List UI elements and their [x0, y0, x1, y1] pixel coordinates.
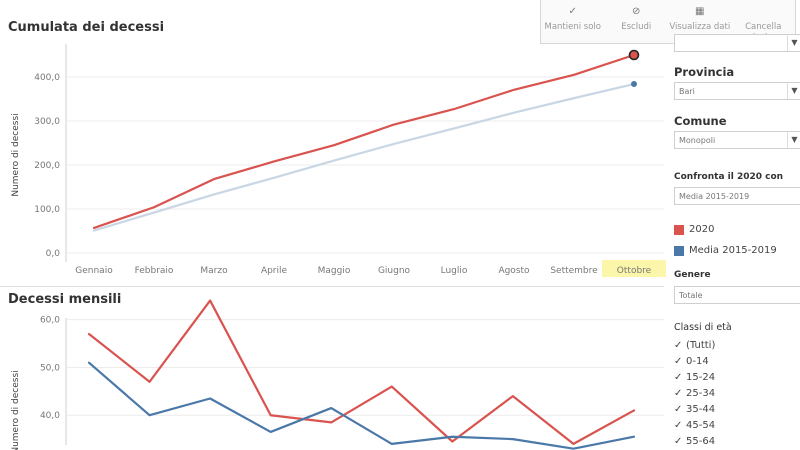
provincia-dropdown[interactable]: Bari ▼	[674, 82, 800, 100]
series-line-0	[92, 53, 636, 230]
classi-label: Classi di età	[674, 322, 732, 333]
age-item-25-34[interactable]: ✓ 25-34	[674, 386, 715, 402]
genere-dropdown[interactable]: Totale	[674, 286, 800, 304]
x-tick-label-aprile: Aprile	[261, 266, 288, 276]
end-point-marker-1	[631, 81, 637, 88]
x-tick-label-giugno: Giugno	[378, 266, 411, 276]
comune-value: Monopoli	[679, 136, 716, 145]
genere-label: Genere	[674, 270, 711, 280]
check-icon: ✓	[568, 6, 577, 17]
age-label: (Tutti)	[686, 340, 716, 351]
keep-only-button[interactable]: ✓ Mantieni solo	[541, 0, 605, 33]
y-tick-label: 40,0	[40, 411, 60, 421]
provincia-value: Bari	[679, 87, 695, 96]
confronta-dropdown[interactable]: Media 2015-2019	[674, 187, 800, 205]
check-icon: ✓	[674, 436, 683, 447]
table-icon: ▦	[695, 6, 705, 17]
check-icon: ✓	[674, 420, 683, 431]
genere-value: Totale	[679, 291, 703, 300]
age-label: 45-54	[686, 420, 716, 431]
monthly-chart-title: Decessi mensili	[8, 292, 122, 307]
chevron-down-icon: ▼	[787, 132, 800, 148]
exclude-label: Escludi	[621, 22, 652, 32]
y-axis-label: Numero di decessi	[11, 370, 21, 450]
series-line-1	[92, 82, 636, 232]
chevron-down-icon: ▼	[787, 35, 800, 51]
x-tick-label-settembre: Settembre	[550, 266, 598, 276]
monthly-deaths-chart[interactable]: 40,0 50,0 60,0 Numero di decessi	[0, 0, 668, 450]
x-label-highlight	[602, 260, 666, 277]
y-tick-label: 200,0	[34, 161, 60, 171]
filter-panel: ▼ Provincia Bari ▼ Comune Monopoli ▼ Con…	[668, 0, 800, 447]
age-item-15-24[interactable]: ✓ 15-24	[674, 370, 715, 386]
age-item-0-14[interactable]: ✓ 0-14	[674, 354, 715, 370]
x-tick-label-marzo: Marzo	[200, 266, 228, 276]
cumulative-chart-title: Cumulata dei decessi	[8, 20, 165, 35]
x-tick-label-maggio: Maggio	[318, 266, 351, 276]
age-label: 35-44	[686, 404, 716, 415]
y-tick-label: 50,0	[40, 363, 60, 373]
age-item-tutti[interactable]: ✓ (Tutti)	[674, 338, 715, 354]
y-tick-label: 400,0	[34, 73, 60, 83]
legend-label-media: Media 2015-2019	[689, 245, 777, 256]
check-icon: ✓	[674, 340, 683, 351]
x-tick-label-febbraio: Febbraio	[135, 266, 174, 276]
age-label: 15-24	[686, 372, 716, 383]
x-tick-label-gennaio: Gennaio	[75, 266, 113, 276]
age-item-55-64[interactable]: ✓ 55-64	[674, 434, 715, 450]
legend-label-2020: 2020	[689, 224, 715, 235]
y-tick-label: 0,0	[46, 249, 61, 259]
legend-swatch-media	[674, 245, 684, 256]
check-icon: ✓	[674, 388, 683, 399]
exclude-button[interactable]: ⊘ Escludi	[605, 0, 669, 33]
selected-point-marker	[628, 49, 640, 61]
series-line-0	[87, 299, 636, 445]
legend-item-media[interactable]: Media 2015-2019	[674, 245, 777, 256]
view-data-button[interactable]: ▦ Visualizza dati	[668, 0, 732, 33]
cumulative-deaths-chart[interactable]: 0,0 100,0 200,0 300,0 400,0 Numero di decessi…	[0, 0, 668, 290]
y-axis-label: Numero di decessi	[11, 113, 21, 196]
x-tick-label-ottobre: Ottobre	[617, 266, 652, 276]
comune-dropdown[interactable]: Monopoli ▼	[674, 131, 800, 149]
x-tick-label-agosto: Agosto	[498, 266, 530, 276]
provincia-label: Provincia	[674, 65, 735, 79]
x-tick-label-luglio: Luglio	[441, 266, 468, 276]
y-tick-label: 60,0	[40, 316, 60, 326]
check-icon: ✓	[674, 372, 683, 383]
age-label: 25-34	[686, 388, 716, 399]
age-item-45-54[interactable]: ✓ 45-54	[674, 418, 715, 434]
comune-label: Comune	[674, 114, 727, 128]
chevron-down-icon: ▼	[787, 83, 800, 99]
y-tick-label: 300,0	[34, 117, 60, 127]
age-item-35-44[interactable]: ✓ 35-44	[674, 402, 715, 418]
keep-only-label: Mantieni solo	[544, 22, 602, 32]
confronta-label: Confronta il 2020 con	[674, 172, 784, 182]
check-icon: ✓	[674, 404, 683, 415]
legend-item-2020[interactable]: 2020	[674, 224, 714, 235]
view-data-label: Visualizza dati	[669, 22, 731, 32]
exclude-icon: ⊘	[632, 6, 641, 17]
age-label: 55-64	[686, 436, 716, 447]
age-label: 0-14	[686, 356, 709, 367]
series-line-1	[87, 361, 636, 450]
age-class-list: ✓ (Tutti) ✓ 0-14 ✓ 15-24 ✓ 25-34 ✓ 35-44 ✓ 45-…	[674, 338, 715, 450]
y-tick-label: 100,0	[34, 205, 60, 215]
legend-swatch-2020	[674, 224, 684, 235]
top-cut-dropdown[interactable]: ▼	[674, 34, 800, 52]
check-icon: ✓	[674, 356, 683, 367]
confronta-value: Media 2015-2019	[679, 192, 750, 201]
section-divider	[0, 286, 664, 287]
